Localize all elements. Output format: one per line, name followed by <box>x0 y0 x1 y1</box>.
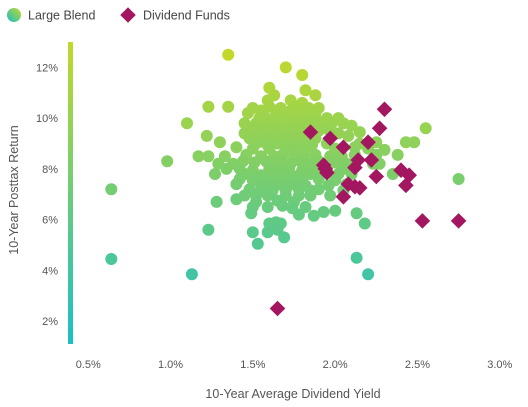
large-blend-point <box>202 150 215 163</box>
x-axis-label: 10-Year Average Dividend Yield <box>205 387 380 401</box>
large-blend-point <box>230 193 243 206</box>
large-blend-point <box>202 223 215 236</box>
large-blend-point <box>292 208 305 221</box>
large-blend-point <box>317 206 330 218</box>
legend-dividend-funds-label: Dividend Funds <box>143 9 230 23</box>
large-blend-point <box>230 178 243 191</box>
large-blend-point <box>307 209 320 222</box>
legend: Large Blend Dividend Funds <box>7 7 230 23</box>
large-blend-point <box>324 189 337 202</box>
x-axis-ticks: 0.5% 1.0% 1.5% 2.0% 2.5% 3.0% <box>76 359 513 371</box>
y-tick-label: 6% <box>42 215 58 227</box>
large-blend-series <box>105 48 465 281</box>
large-blend-point <box>329 204 342 217</box>
large-blend-point <box>245 207 258 220</box>
color-scale-bar <box>68 42 73 344</box>
dividend-fund-point <box>450 213 467 229</box>
large-blend-point <box>279 61 292 74</box>
large-blend-point <box>278 231 291 244</box>
y-tick-label: 2% <box>42 316 58 328</box>
large-blend-point <box>209 168 221 180</box>
dividend-fund-point <box>376 101 393 118</box>
y-axis-label: 10-Year Posttax Return <box>7 125 21 255</box>
large-blend-point <box>419 122 432 135</box>
large-blend-point <box>202 100 215 113</box>
large-blend-point <box>408 136 421 149</box>
x-tick-label: 3.0% <box>487 359 512 371</box>
large-blend-point <box>296 69 309 81</box>
large-blend-point <box>345 119 358 132</box>
large-blend-point <box>358 217 371 230</box>
large-blend-point <box>261 201 274 213</box>
large-blend-point <box>192 150 205 163</box>
dividend-fund-point <box>414 213 431 229</box>
large-blend-point <box>329 156 342 169</box>
large-blend-point <box>312 173 325 185</box>
y-tick-label: 8% <box>42 164 58 176</box>
large-blend-point <box>299 84 312 97</box>
large-blend-point <box>161 155 174 168</box>
large-blend-point <box>322 179 335 192</box>
large-blend-point <box>304 189 317 202</box>
large-blend-point <box>241 107 254 120</box>
x-tick-label: 0.5% <box>76 359 101 371</box>
x-tick-label: 2.0% <box>323 359 348 371</box>
large-blend-point <box>261 226 274 239</box>
large-blend-point <box>105 253 118 265</box>
large-blend-point <box>353 126 366 139</box>
large-blend-point <box>222 48 235 61</box>
large-blend-point <box>309 89 322 102</box>
x-tick-label: 1.5% <box>240 359 265 371</box>
large-blend-point <box>452 173 465 185</box>
large-blend-point <box>230 141 243 154</box>
large-blend-point <box>185 268 198 281</box>
large-blend-point <box>399 136 412 149</box>
large-blend-point <box>222 100 235 113</box>
legend-large-blend-label: Large Blend <box>28 9 95 23</box>
large-blend-point <box>350 251 363 264</box>
large-blend-point <box>251 237 264 250</box>
large-blend-point <box>350 207 363 220</box>
legend-dividend-funds-marker <box>120 7 136 23</box>
dividend-fund-point <box>371 120 388 137</box>
y-tick-label: 4% <box>42 265 58 277</box>
y-axis-ticks: 2% 4% 6% 8% 10% 12% <box>36 62 58 328</box>
large-blend-point <box>391 148 404 161</box>
large-blend-point <box>213 136 226 149</box>
large-blend-point <box>261 189 274 202</box>
large-blend-point <box>342 129 355 142</box>
x-tick-label: 1.0% <box>158 359 183 371</box>
large-blend-point <box>276 199 289 212</box>
y-tick-label: 12% <box>36 62 58 74</box>
large-blend-point <box>210 195 223 208</box>
large-blend-point <box>105 183 118 196</box>
large-blend-point <box>181 117 193 130</box>
x-tick-label: 2.5% <box>405 359 430 371</box>
large-blend-point <box>312 183 325 196</box>
large-blend-point <box>362 268 375 281</box>
large-blend-point <box>246 226 259 239</box>
large-blend-point <box>370 136 383 149</box>
y-tick-label: 10% <box>36 113 58 125</box>
large-blend-point <box>200 129 213 142</box>
dividend-fund-point <box>269 300 286 317</box>
legend-large-blend-marker <box>7 8 21 22</box>
large-blend-point <box>220 162 233 175</box>
dividend-fund-point <box>368 168 385 185</box>
